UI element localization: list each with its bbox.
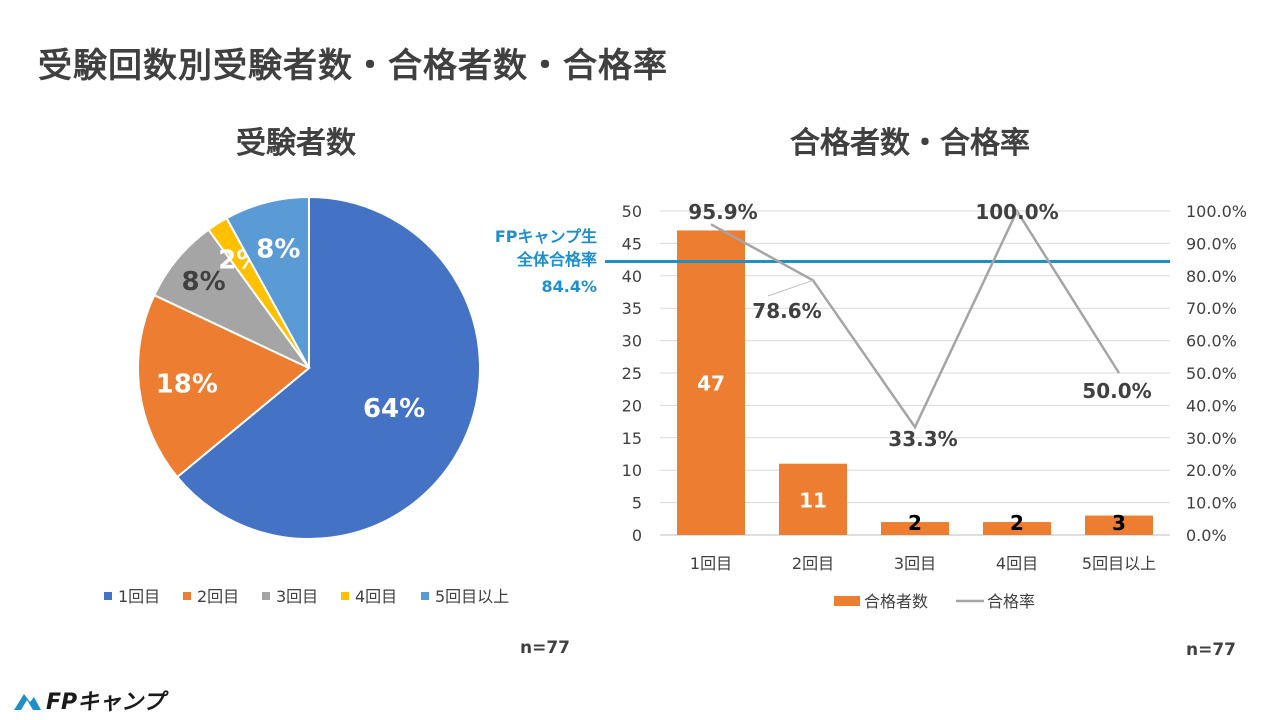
pie-label-3: 8% (182, 267, 226, 297)
bar-2 (779, 463, 847, 535)
pass-rate-label-5: 50.0% (1082, 379, 1151, 403)
y2-tick-8: 80.0% (1186, 267, 1237, 286)
combo-chart: 0 5 10 15 20 25 30 35 40 45 50 0.0% 10.0% 20.0% 30.0% 4… (495, 200, 1247, 573)
bar-label-5: 3 (1112, 511, 1126, 535)
label-leader-4 (1016, 210, 1019, 219)
pie-slice-5 (225, 195, 310, 369)
ref-label-line1: FPキャンプ生 (495, 227, 597, 246)
y2-tick-6: 60.0% (1186, 332, 1237, 351)
bar-5 (1085, 515, 1153, 535)
bar-label-3: 2 (908, 511, 922, 535)
pie-legend-swatch-4 (341, 592, 349, 600)
y2-tick-7: 70.0% (1186, 299, 1237, 318)
legend-line-label: 合格率 (987, 592, 1035, 611)
y-tick-40: 40 (622, 267, 642, 286)
pie-legend-swatch-1 (104, 592, 112, 600)
y-tick-0: 0 (632, 526, 642, 545)
combo-sample-size: n=77 (1186, 640, 1237, 660)
pie-legend-label-2: 2回目 (197, 587, 239, 606)
pie-label-5: 8% (256, 235, 300, 265)
y-tick-10: 10 (622, 461, 642, 480)
y2-tick-3: 30.0% (1186, 429, 1237, 448)
y2-tick-4: 40.0% (1186, 396, 1237, 415)
y-tick-30: 30 (622, 332, 642, 351)
y-tick-35: 35 (622, 299, 642, 318)
bar-4 (983, 522, 1051, 535)
y-tick-20: 20 (622, 396, 642, 415)
x-tick-4: 4回目 (996, 554, 1038, 573)
y-tick-50: 50 (622, 202, 642, 221)
pie-legend-label-4: 4回目 (355, 587, 397, 606)
bar-3 (881, 522, 949, 535)
pie-legend-label-5: 5回目以上 (435, 587, 509, 606)
pie-label-1: 64% (363, 394, 425, 424)
y-tick-25: 25 (622, 364, 642, 383)
ref-value-label: 84.4% (541, 277, 597, 296)
pass-rate-label-4: 100.0% (975, 200, 1058, 224)
pie-legend: 1回目 2回目 3回目 4回目 5回目以上 (104, 587, 509, 606)
x-tick-5: 5回目以上 (1082, 554, 1156, 573)
pie-legend-label-3: 3回目 (276, 587, 318, 606)
pie-chart: 64%18%8%2%8% (137, 195, 481, 540)
pie-label-2: 18% (156, 369, 218, 399)
pass-rate-line (710, 208, 1121, 430)
page-title: 受験回数別受験者数・合格者数・合格率 (38, 46, 668, 86)
y2-tick-9: 90.0% (1186, 234, 1237, 253)
pie-legend-swatch-3 (262, 592, 270, 600)
x-tick-1: 1回目 (690, 554, 732, 573)
pie-chart-title: 受験者数 (236, 126, 356, 161)
x-tick-3: 3回目 (894, 554, 936, 573)
bar-1 (677, 230, 745, 535)
pie-slice-2 (137, 293, 311, 479)
bar-label-4: 2 (1010, 511, 1024, 535)
combo-chart-title: 合格者数・合格率 (790, 126, 1030, 161)
y2-tick-2: 20.0% (1186, 461, 1237, 480)
pass-rate-label-3: 33.3% (888, 427, 957, 451)
bar-label-1: 47 (697, 372, 725, 396)
pie-legend-label-1: 1回目 (118, 587, 160, 606)
label-leader-2 (767, 279, 814, 297)
pass-rate-label-2: 78.6% (752, 299, 821, 323)
pie-sample-size: n=77 (520, 638, 571, 658)
ref-label-line2: 全体合格率 (516, 250, 597, 269)
y-tick-15: 15 (622, 429, 642, 448)
y2-tick-5: 50.0% (1186, 364, 1237, 383)
y2-tick-0: 0.0% (1186, 526, 1227, 545)
fp-camp-logo: FPキャンプ (12, 684, 165, 716)
combo-legend: 合格者数 合格率 (834, 592, 1035, 611)
pie-slice-1 (175, 195, 481, 540)
pass-rate-label-1: 95.9% (688, 200, 757, 224)
pie-legend-swatch-2 (183, 592, 191, 600)
y-tick-5: 5 (632, 494, 642, 513)
bar-label-2: 11 (799, 488, 827, 512)
mountain-icon (14, 694, 41, 710)
x-tick-2: 2回目 (792, 554, 834, 573)
y-tick-45: 45 (622, 234, 642, 253)
legend-bar-label: 合格者数 (864, 592, 928, 611)
y2-tick-1: 10.0% (1186, 494, 1237, 513)
legend-bar-swatch (834, 596, 860, 606)
logo-text: FPキャンプ (46, 690, 165, 715)
y2-tick-10: 100.0% (1186, 202, 1247, 221)
pie-legend-swatch-5 (421, 592, 429, 600)
